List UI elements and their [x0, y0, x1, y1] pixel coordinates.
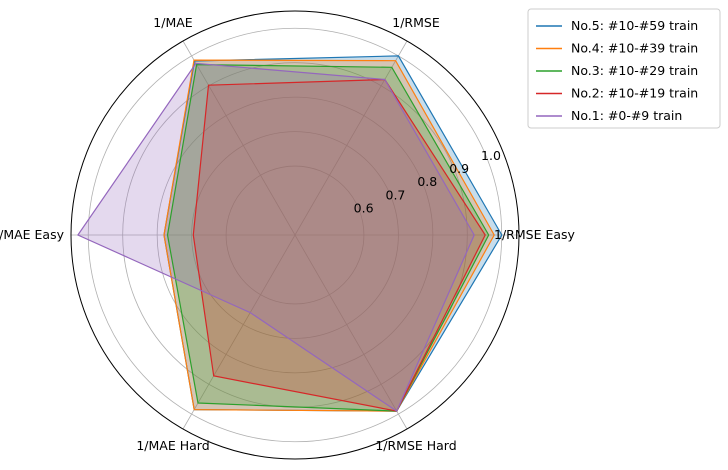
axis-label: 1/MAE Hard — [136, 438, 209, 453]
radar-series — [76, 55, 503, 412]
axis-label: 1/RMSE Easy — [494, 227, 576, 242]
legend-box — [527, 8, 721, 129]
legend-label: No.5: #10-#59 train — [571, 18, 698, 33]
legend-label: No.3: #10-#29 train — [571, 63, 698, 78]
radial-tick-labels: 0.6 0.7 0.8 0.9 1.0 — [354, 148, 501, 216]
legend-label: No.4: #10-#39 train — [571, 41, 698, 56]
series-fill-4 — [193, 79, 486, 412]
radial-tick-label: 0.7 — [386, 187, 406, 202]
series-fill-2 — [164, 60, 495, 412]
legend-label: No.2: #10-#19 train — [571, 86, 698, 101]
radial-tick-label: 1.0 — [481, 148, 501, 163]
axis-label: 1/MAE — [153, 15, 193, 30]
legend-label: No.1: #0-#9 train — [571, 108, 682, 123]
radial-tick-label: 0.8 — [417, 174, 437, 189]
series-fill-3 — [167, 64, 489, 412]
series-line-5 — [76, 62, 475, 412]
outer-frame — [70, 10, 520, 460]
radial-tick-label: 0.6 — [354, 201, 374, 216]
legend: No.5: #10-#59 train No.4: #10-#39 train No… — [527, 8, 721, 129]
grid-spoke — [294, 40, 408, 236]
axis-label: 1/RMSE Hard — [375, 438, 456, 453]
axis-label: 1/MAE Easy — [0, 227, 65, 242]
series-fill-5 — [77, 63, 475, 412]
grid-spoke — [294, 234, 408, 430]
series-fill-1 — [164, 55, 502, 412]
grid-spoke — [182, 40, 296, 236]
radial-tick-label: 0.9 — [449, 161, 469, 176]
axis-labels: 1/RMSE Easy 1/RMSE 1/MAE 1/MAE Easy 1/MAE Ha… — [0, 15, 576, 453]
grid-spoke — [182, 234, 296, 430]
axis-label: 1/RMSE — [392, 15, 440, 30]
